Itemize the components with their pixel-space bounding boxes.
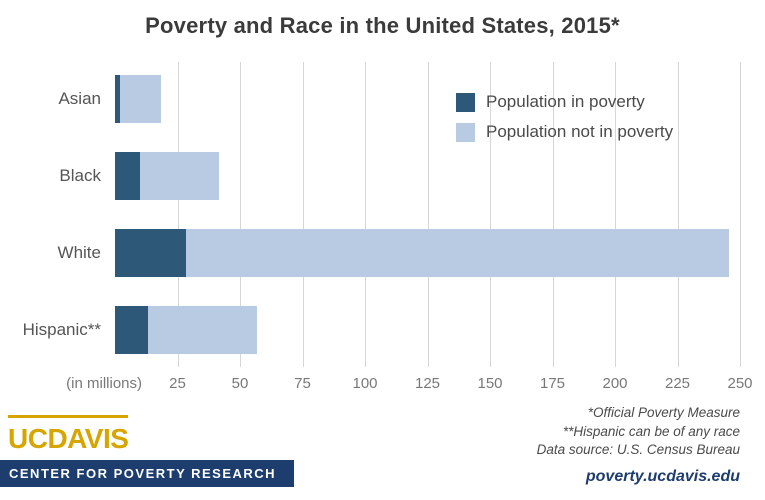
x-tick-label: 125 xyxy=(414,375,441,392)
gridline xyxy=(615,62,616,367)
chart-title: Poverty and Race in the United States, 2… xyxy=(145,13,620,38)
x-tick-label: 50 xyxy=(231,375,249,392)
gridline xyxy=(365,62,366,367)
grid-layer xyxy=(115,62,741,367)
bar-segment xyxy=(147,306,257,354)
center-for-poverty-research-band: CENTER FOR POVERTY RESEARCH xyxy=(0,460,295,487)
not-poverty-swatch-icon xyxy=(456,122,475,142)
x-tick-label: 100 xyxy=(352,375,378,392)
bar-segment xyxy=(115,306,148,354)
gridline xyxy=(240,62,241,367)
bar-track xyxy=(115,306,740,354)
gridline xyxy=(427,62,429,367)
category-label: White xyxy=(57,243,101,262)
bar-track xyxy=(115,229,740,277)
legend-label: Population not in poverty xyxy=(486,122,674,141)
gridline xyxy=(302,62,304,367)
bar-track xyxy=(115,152,740,200)
category-label: Black xyxy=(59,166,101,185)
legend-label: Population in poverty xyxy=(486,92,645,111)
ucdavis-logo: UCDAVIS CENTER FOR POVERTY RESEARCH xyxy=(0,415,295,487)
bar-chart: Asian Black White Hispanic** 25 50 75 100 125 15… xyxy=(0,62,753,395)
gridline xyxy=(677,62,679,367)
gridline xyxy=(490,62,491,367)
category-label: Hispanic** xyxy=(22,320,101,339)
bar-row: Hispanic** xyxy=(0,306,740,354)
legend-item-not-poverty: Population not in poverty xyxy=(456,122,673,142)
footnote-data-source: Data source: U.S. Census Bureau xyxy=(536,441,740,457)
footnotes: *Official Poverty Measure **Hispanic can… xyxy=(537,404,740,486)
x-tick-label: 150 xyxy=(477,375,503,392)
gridline xyxy=(740,62,741,367)
bar-segment xyxy=(115,229,187,277)
ucdavis-wordmark: UCDAVIS xyxy=(8,423,129,454)
legend: Population in poverty Population not in … xyxy=(456,92,673,142)
bar-segment xyxy=(115,75,121,123)
legend-item-poverty: Population in poverty xyxy=(456,92,673,112)
bar-track xyxy=(115,75,740,123)
website-link[interactable]: poverty.ucdavis.edu xyxy=(585,468,740,485)
footnote-hispanic: **Hispanic can be of any race xyxy=(562,423,740,439)
bar-row: White xyxy=(0,229,740,277)
logo-gold-rule xyxy=(8,415,128,418)
bar-segment xyxy=(115,152,140,200)
bar-rows: Asian Black White Hispanic** xyxy=(0,62,740,367)
x-tick-label: 25 xyxy=(169,375,186,392)
x-tick-label: 250 xyxy=(727,375,753,392)
category-label: Asian xyxy=(58,89,101,108)
x-tick-label: 225 xyxy=(664,375,691,392)
bar-row: Asian xyxy=(0,75,740,123)
x-tick-label: 175 xyxy=(539,375,566,392)
gridline xyxy=(552,62,554,367)
poverty-swatch-icon xyxy=(456,92,475,112)
gridline xyxy=(177,62,179,367)
x-tick-label: 200 xyxy=(602,375,628,392)
bar-row: Black xyxy=(0,152,740,200)
footnote-official-measure: *Official Poverty Measure xyxy=(587,405,740,421)
bar-segment xyxy=(120,75,161,123)
x-axis: 25 50 75 100 125 150 175 200 225 250 xyxy=(115,375,752,395)
bar-segment xyxy=(186,229,729,277)
x-tick-label: 75 xyxy=(294,375,311,392)
axis-unit-label: (in millions) xyxy=(66,375,142,392)
bar-segment xyxy=(140,152,219,200)
